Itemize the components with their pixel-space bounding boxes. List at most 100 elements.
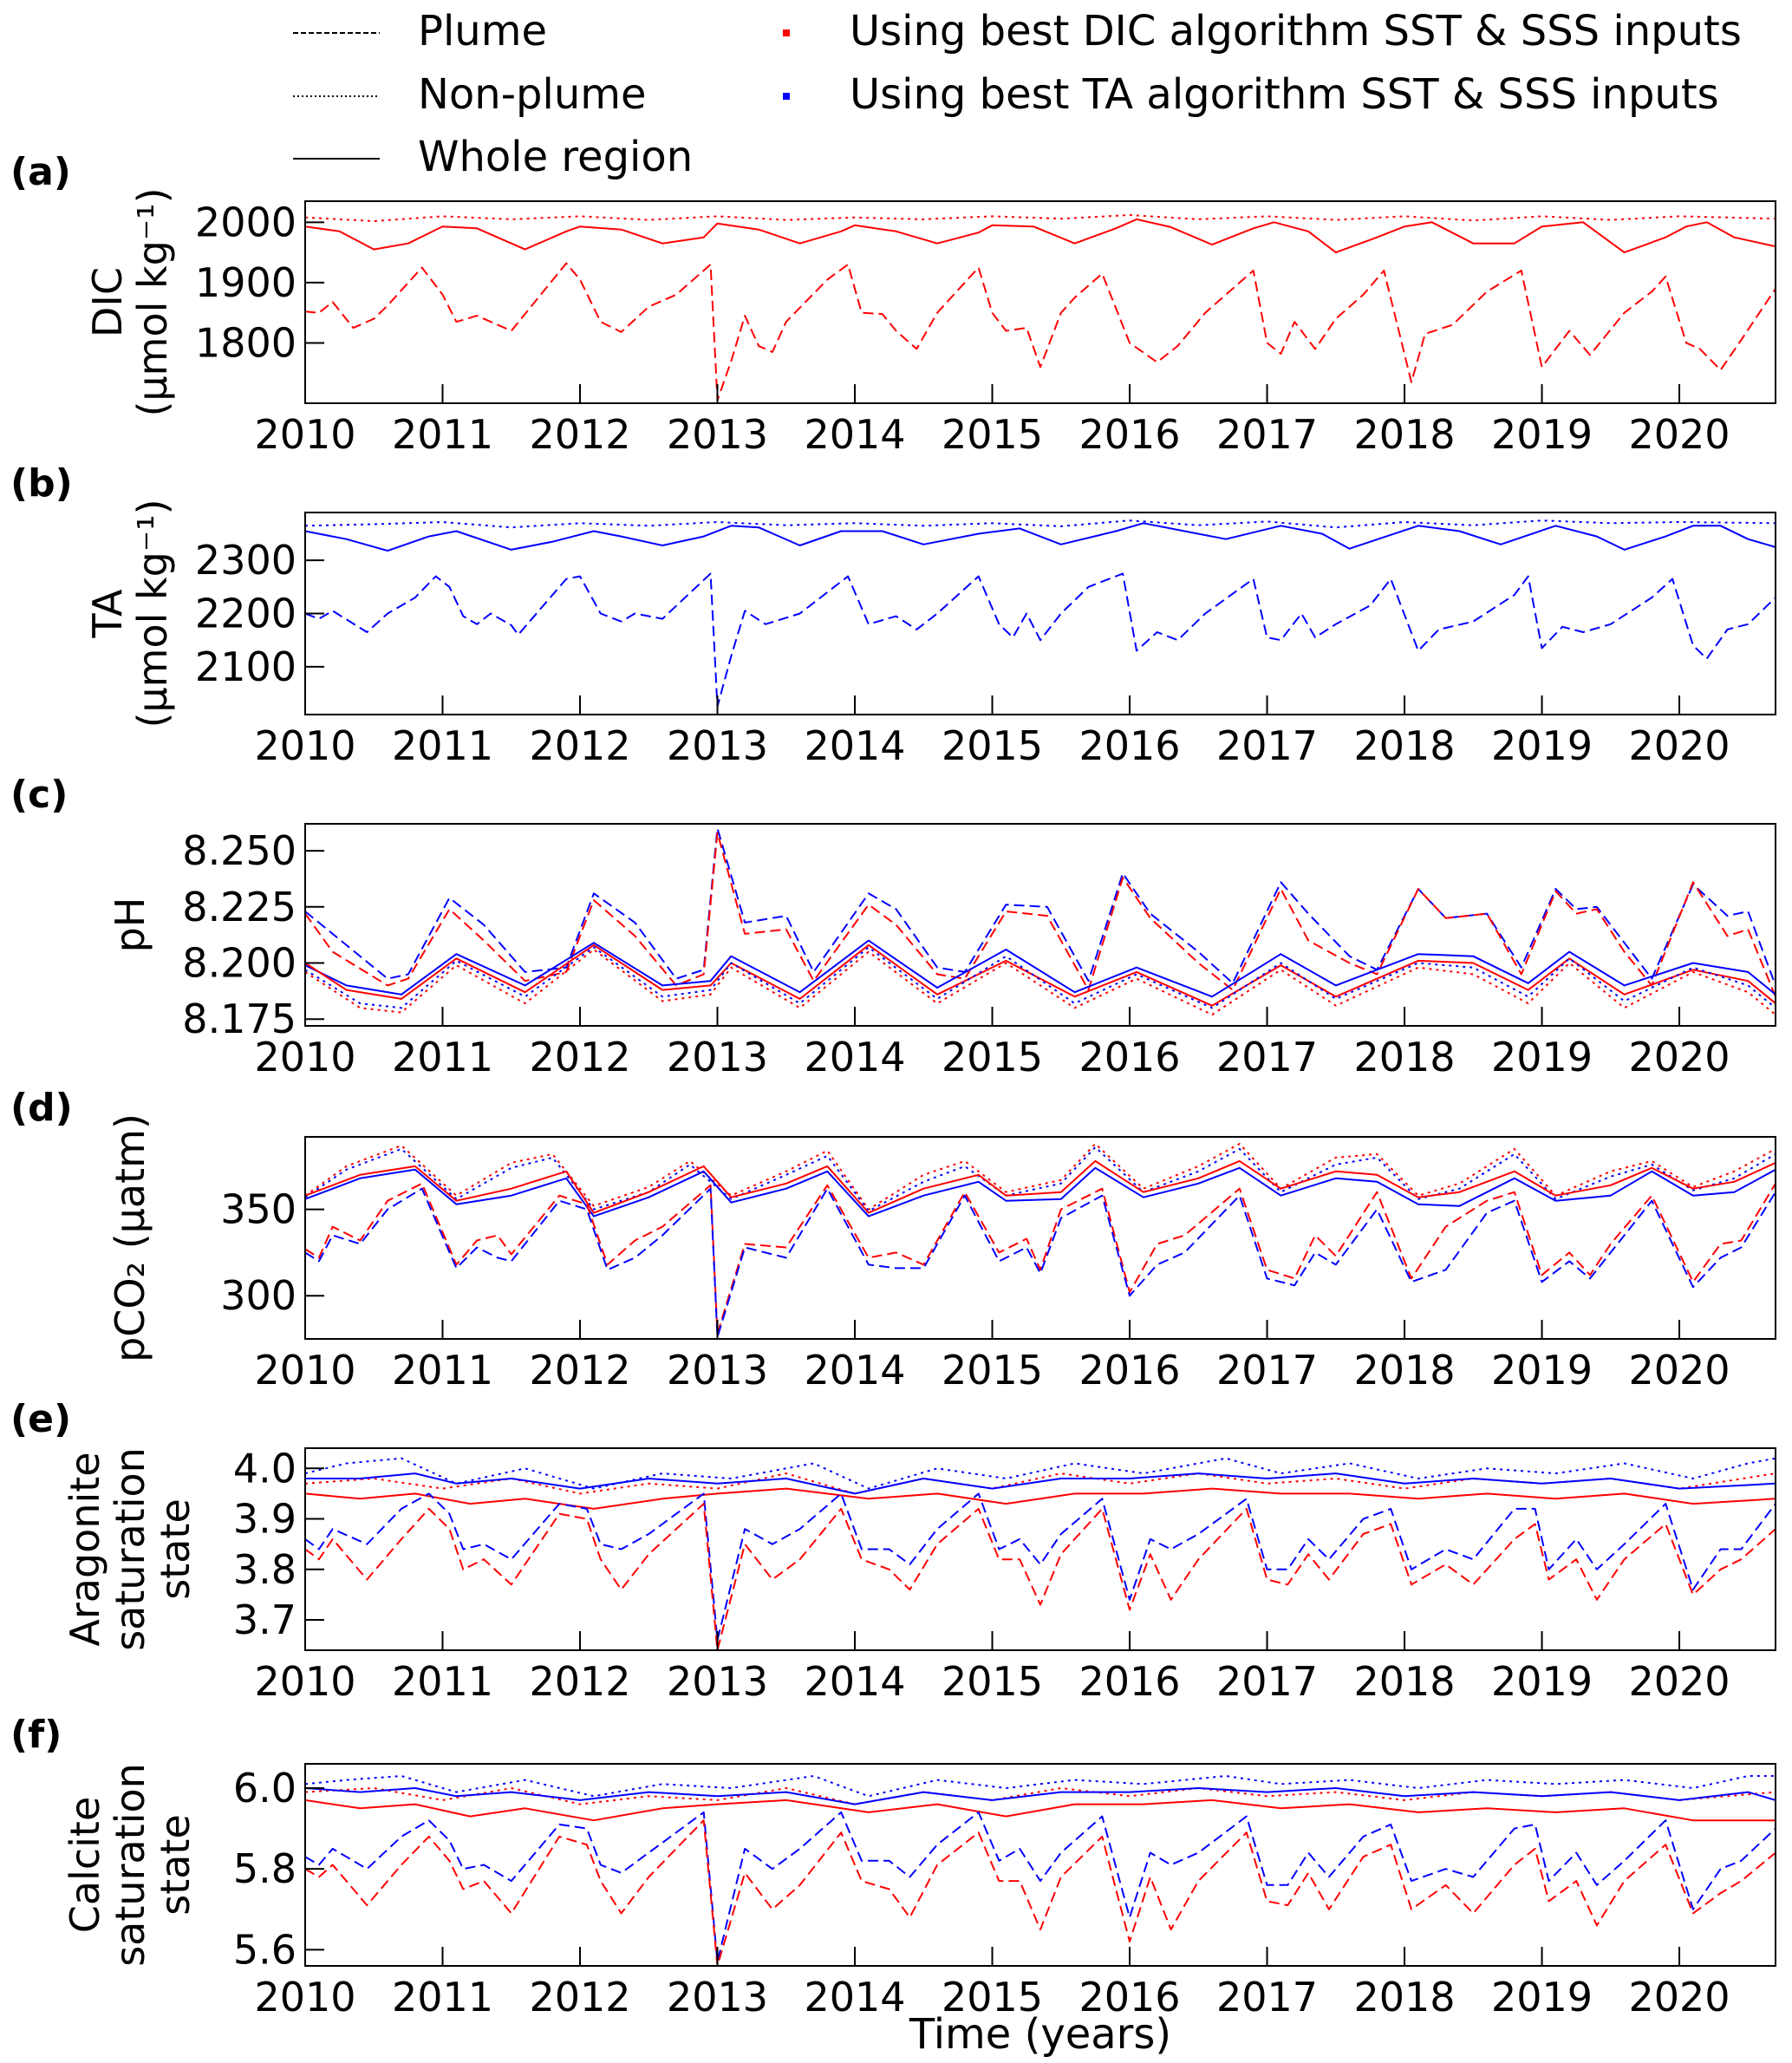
x-tick-label: 2010: [254, 1347, 355, 1394]
series-group: [305, 1775, 1776, 1966]
series-line-dotted-blue: [305, 1457, 1776, 1490]
y-axis-title: pCO₂ (μatm): [107, 1113, 153, 1362]
y-axis-title: Aragonite: [62, 1452, 108, 1646]
y-tick-label: 1900: [195, 259, 296, 306]
panel-a: 2010 2011 2012 2013 2014 2015 2016 2017 2018 2019…: [10, 150, 1776, 458]
panel-label: (f): [10, 1713, 62, 1757]
plot-frame: [304, 200, 1776, 404]
legend-dic-label: Using best DIC algorithm SST & SSS input…: [850, 7, 1742, 55]
x-tick-label: 2018: [1353, 1974, 1455, 2021]
x-tick-label: 2010: [254, 1658, 355, 1705]
x-tick-label: 2016: [1078, 1974, 1180, 2021]
x-tick-label: 2019: [1491, 1034, 1593, 1080]
y-axis-title: (μmol kg⁻¹): [129, 499, 176, 728]
panel-label: (c): [10, 773, 68, 817]
x-tick-label: 2012: [529, 1034, 630, 1080]
series-line-dashed-blue: [305, 1187, 1776, 1338]
y-tick-label: 3.8: [233, 1546, 296, 1593]
x-tick-label: 2011: [392, 1974, 493, 2021]
x-tick-label: 2013: [667, 722, 768, 769]
x-tick-label: 2020: [1629, 411, 1730, 458]
series-line-dashed-red: [305, 1182, 1776, 1335]
x-tick-label: 2010: [254, 411, 355, 458]
x-tick-label: 2015: [942, 1974, 1043, 2021]
legend-plume-label: Plume: [418, 7, 547, 55]
y-tick-label: 1800: [195, 319, 296, 366]
x-tick-label: 2016: [1078, 1034, 1180, 1080]
x-tick-label: 2014: [804, 1347, 905, 1394]
panel-label: (e): [10, 1397, 71, 1441]
plot-frame: [304, 1763, 1776, 1967]
x-tick-label: 2019: [1491, 411, 1593, 458]
y-axis-title: pH: [107, 898, 153, 953]
x-tick-label: 2012: [529, 722, 630, 769]
x-tick-label: 2020: [1629, 1658, 1730, 1705]
y-tick-label: 3.9: [233, 1496, 296, 1543]
y-tick-label: 3.7: [233, 1596, 296, 1643]
panel-label: (b): [10, 461, 73, 506]
x-tick-label: 2010: [254, 722, 355, 769]
y-tick-label: 8.225: [182, 884, 296, 930]
plot-frame: [304, 1136, 1776, 1340]
x-tick-label: 2017: [1216, 411, 1318, 458]
y-tick-label: 2000: [195, 199, 296, 245]
x-tick-label: 2017: [1216, 1658, 1318, 1705]
x-tick-label: 2013: [667, 1347, 768, 1394]
x-tick-label: 2017: [1216, 1974, 1318, 2021]
y-axis-title: DIC: [84, 267, 131, 337]
x-tick-label: 2020: [1629, 1034, 1730, 1080]
series-line-dashed-red: [305, 262, 1776, 402]
x-tick-label: 2012: [529, 1347, 630, 1394]
x-tick-label: 2013: [667, 1974, 768, 2021]
y-tick-label: 5.8: [233, 1845, 296, 1892]
x-tick-label: 2019: [1491, 1658, 1593, 1705]
x-tick-label: 2011: [392, 1347, 493, 1394]
panel-e: 2010 2011 2012 2013 2014 2015 2016 2017 2018 2019…: [10, 1397, 1776, 1705]
x-tick-label: 2011: [392, 1034, 493, 1080]
panel-f: 2010 2011 2012 2013 2014 2015 2016 2017 2018 2019…: [10, 1713, 1776, 2021]
panel-c: 2010 2011 2012 2013 2014 2015 2016 2017 2018 2019…: [10, 773, 1776, 1080]
series-line-dashed-red: [305, 1819, 1776, 1966]
x-tick-label: 2013: [667, 411, 768, 458]
x-tick-label: 2015: [942, 722, 1043, 769]
legend: Plume Non-plume Whole region Using best …: [293, 7, 1742, 181]
x-tick-label: 2018: [1353, 1658, 1455, 1705]
series-line-dashed-red: [305, 1503, 1776, 1650]
x-tick-label: 2020: [1629, 1347, 1730, 1394]
panels: 2010 2011 2012 2013 2014 2015 2016 2017 2018 2019…: [10, 150, 1776, 2021]
series-group: [305, 214, 1776, 402]
x-tick-label: 2012: [529, 411, 630, 458]
plot-frame: [304, 1447, 1776, 1651]
series-group: [305, 519, 1776, 708]
y-tick-label: 8.250: [182, 827, 296, 874]
x-tick-label: 2019: [1491, 722, 1593, 769]
series-line-solid-blue: [305, 1472, 1776, 1495]
series-line-solid-red: [305, 1159, 1776, 1214]
y-tick-label: 5.6: [233, 1926, 296, 1973]
y-tick-label: 2100: [195, 643, 296, 690]
y-axis-title: TA: [84, 589, 131, 639]
series-line-dashed-blue: [305, 1811, 1776, 1963]
series-line-dotted-blue: [305, 1146, 1776, 1212]
series-line-dashed-blue: [305, 827, 1776, 986]
y-tick-label: 8.200: [182, 940, 296, 987]
panel-d: 2010 2011 2012 2013 2014 2015 2016 2017 2018 2019…: [10, 1086, 1776, 1394]
x-tick-label: 2018: [1353, 722, 1455, 769]
x-tick-label: 2012: [529, 1974, 630, 2021]
series-line-solid-blue: [305, 522, 1776, 552]
x-tick-label: 2020: [1629, 1974, 1730, 2021]
y-tick-label: 300: [220, 1272, 296, 1319]
x-tick-label: 2014: [804, 1974, 905, 2021]
series-line-dotted-blue: [305, 519, 1776, 529]
y-axis-title: Calcite: [62, 1797, 108, 1934]
legend-ta-swatch: [783, 93, 790, 100]
x-tick-label: 2015: [942, 1658, 1043, 1705]
series-line-solid-red: [305, 1799, 1776, 1822]
series-line-dotted-blue: [305, 946, 1776, 1009]
x-tick-label: 2014: [804, 722, 905, 769]
x-tick-label: 2016: [1078, 722, 1180, 769]
y-axis-title: saturation: [107, 1763, 153, 1967]
y-tick-label: 350: [220, 1186, 296, 1233]
legend-whole-region-label: Whole region: [418, 133, 693, 181]
